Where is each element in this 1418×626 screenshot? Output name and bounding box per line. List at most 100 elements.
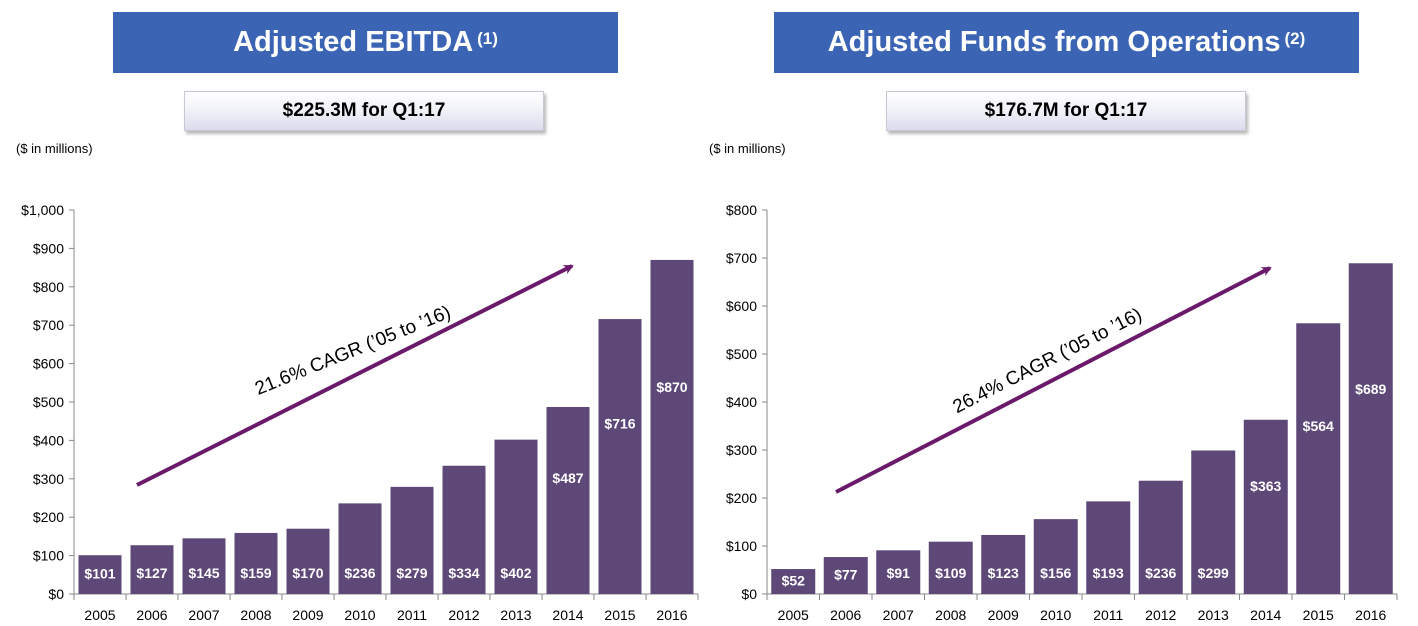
ebitda-category-label-2007: 2007 — [188, 607, 219, 623]
affo-bar-2008 — [928, 541, 973, 594]
affo-value-label-2007: $91 — [887, 565, 911, 581]
ebitda-y-tick-label: $0 — [48, 586, 64, 602]
affo-category-label-2015: 2015 — [1303, 607, 1334, 623]
ebitda-category-label-2015: 2015 — [604, 607, 635, 623]
ebitda-value-label-2010: $236 — [344, 565, 375, 581]
ebitda-category-label-2012: 2012 — [448, 607, 479, 623]
affo-y-tick-label: $300 — [726, 442, 757, 458]
ebitda-value-label-2015: $716 — [604, 416, 635, 432]
affo-title-footnote: (2) — [1284, 28, 1306, 48]
ebitda-value-label-2011: $279 — [396, 565, 427, 581]
affo-bar-2005 — [771, 569, 816, 594]
affo-y-tick-label: $500 — [726, 346, 757, 362]
affo-y-tick-label: $200 — [726, 490, 757, 506]
ebitda-category-label-2013: 2013 — [500, 607, 531, 623]
affo-value-label-2013: $299 — [1198, 565, 1229, 581]
ebitda-category-label-2005: 2005 — [84, 607, 115, 623]
ebitda-bar-2008 — [234, 532, 278, 594]
ebitda-bar-2010 — [338, 503, 382, 594]
affo-category-label-2014: 2014 — [1250, 607, 1281, 623]
ebitda-category-label-2009: 2009 — [292, 607, 323, 623]
affo-category-label-2007: 2007 — [883, 607, 914, 623]
affo-value-label-2014: $363 — [1250, 478, 1281, 494]
ebitda-category-label-2008: 2008 — [240, 607, 271, 623]
affo-category-label-2011: 2011 — [1093, 607, 1123, 623]
affo-value-label-2012: $236 — [1145, 565, 1176, 581]
ebitda-y-tick-label: $800 — [33, 279, 64, 295]
affo-value-label-2006: $77 — [834, 567, 858, 583]
ebitda-y-tick-label: $400 — [33, 432, 64, 448]
ebitda-value-label-2014: $487 — [552, 470, 583, 486]
affo-y-tick-label: $800 — [726, 202, 757, 218]
ebitda-y-tick-label: $500 — [33, 394, 64, 410]
affo-y-tick-label: $700 — [726, 250, 757, 266]
ebitda-value-label-2013: $402 — [500, 565, 531, 581]
affo-value-label-2016: $689 — [1355, 381, 1386, 397]
affo-category-label-2012: 2012 — [1145, 607, 1176, 623]
ebitda-value-label-2005: $101 — [84, 566, 115, 582]
ebitda-category-label-2010: 2010 — [344, 607, 375, 623]
affo-title-banner: Adjusted Funds from Operations (2) — [774, 12, 1359, 73]
affo-y-tick-label: $0 — [741, 586, 757, 602]
ebitda-value-label-2009: $170 — [292, 565, 323, 581]
affo-bar-2016 — [1348, 263, 1393, 594]
affo-bar-2015 — [1296, 323, 1341, 594]
ebitda-value-label-2006: $127 — [136, 565, 167, 581]
ebitda-bar-2006 — [130, 545, 174, 594]
affo-category-label-2016: 2016 — [1355, 607, 1386, 623]
affo-category-label-2006: 2006 — [830, 607, 861, 623]
ebitda-cagr-annotation: 21.6% CAGR (’05 to ’16) — [252, 302, 454, 400]
affo-category-label-2013: 2013 — [1198, 607, 1229, 623]
affo-quarter-callout: $176.7M for Q1:17 — [886, 91, 1246, 131]
ebitda-y-tick-label: $900 — [33, 240, 64, 256]
affo-value-label-2011: $193 — [1093, 565, 1124, 581]
affo-category-label-2008: 2008 — [935, 607, 966, 623]
ebitda-value-label-2012: $334 — [448, 565, 479, 581]
affo-y-tick-label: $600 — [726, 298, 757, 314]
ebitda-value-label-2008: $159 — [240, 565, 271, 581]
ebitda-y-tick-label: $1,000 — [21, 202, 64, 218]
ebitda-bar-2013 — [494, 439, 538, 594]
affo-bar-2009 — [981, 534, 1026, 594]
affo-bar-2014 — [1243, 419, 1288, 594]
affo-bar-2010 — [1033, 519, 1078, 594]
ebitda-bar-2014 — [546, 406, 590, 594]
affo-y-tick-label: $400 — [726, 394, 757, 410]
affo-category-label-2005: 2005 — [778, 607, 809, 623]
ebitda-y-tick-label: $300 — [33, 471, 64, 487]
affo-cagr-annotation: 26.4% CAGR (’05 to ’16) — [950, 304, 1146, 418]
ebitda-bar-2007 — [182, 538, 226, 594]
ebitda-category-label-2014: 2014 — [552, 607, 583, 623]
affo-category-label-2009: 2009 — [988, 607, 1019, 623]
ebitda-y-tick-label: $600 — [33, 356, 64, 372]
affo-bar-2007 — [876, 550, 921, 594]
ebitda-category-label-2011: 2011 — [397, 607, 427, 623]
ebitda-value-label-2007: $145 — [188, 565, 219, 581]
affo-value-label-2010: $156 — [1040, 565, 1071, 581]
ebitda-title-footnote: (1) — [477, 28, 498, 48]
affo-units-label: ($ in millions) — [709, 141, 786, 156]
ebitda-bar-2015 — [598, 319, 642, 594]
affo-bar-2013 — [1191, 450, 1236, 594]
affo-value-label-2005: $52 — [782, 573, 806, 589]
affo-bar-2006 — [823, 557, 868, 594]
ebitda-bar-2012 — [442, 465, 486, 594]
affo-bar-2011 — [1086, 501, 1131, 594]
ebitda-y-tick-label: $200 — [33, 509, 64, 525]
ebitda-bar-2016 — [650, 259, 694, 594]
affo-bar-2012 — [1138, 480, 1183, 594]
affo-category-label-2010: 2010 — [1040, 607, 1071, 623]
affo-value-label-2015: $564 — [1303, 418, 1334, 434]
ebitda-title: Adjusted EBITDA — [233, 26, 474, 58]
affo-value-label-2009: $123 — [988, 565, 1019, 581]
ebitda-title-banner: Adjusted EBITDA (1) — [113, 12, 618, 73]
ebitda-bar-2009 — [286, 528, 330, 594]
ebitda-bar-2005 — [78, 555, 122, 594]
ebitda-category-label-2006: 2006 — [136, 607, 167, 623]
ebitda-units-label: ($ in millions) — [16, 141, 93, 156]
ebitda-cagr-arrow — [136, 264, 574, 487]
ebitda-y-tick-label: $700 — [33, 317, 64, 333]
ebitda-quarter-callout: $225.3M for Q1:17 — [184, 91, 544, 131]
affo-title: Adjusted Funds from Operations — [827, 26, 1281, 58]
